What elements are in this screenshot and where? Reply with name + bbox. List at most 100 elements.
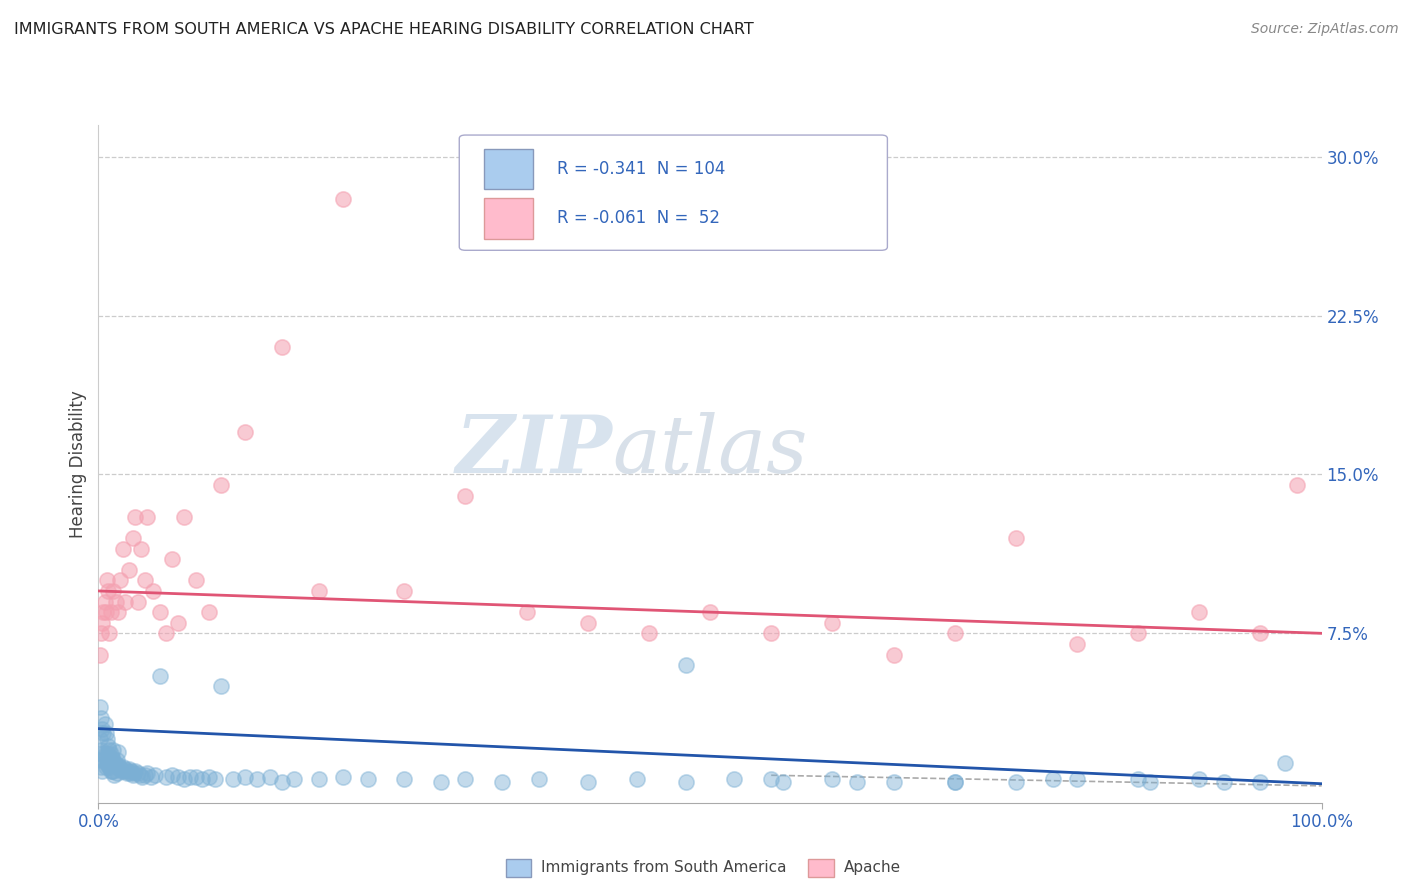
Point xyxy=(117,764,139,778)
Point xyxy=(94,760,117,774)
Point xyxy=(943,626,966,640)
Point xyxy=(93,594,115,608)
Point xyxy=(89,753,111,767)
Point xyxy=(270,340,294,354)
Point xyxy=(270,774,294,789)
Y-axis label: Hearing Disability: Hearing Disability xyxy=(69,390,87,538)
Point xyxy=(107,745,129,759)
Point xyxy=(149,669,172,683)
Point xyxy=(1128,772,1150,787)
Point xyxy=(121,768,143,782)
Point xyxy=(94,605,117,619)
Point xyxy=(100,605,122,619)
Point xyxy=(675,774,697,789)
Point xyxy=(332,192,354,206)
Point xyxy=(1004,531,1026,545)
Point xyxy=(1128,626,1150,640)
Point xyxy=(91,615,114,630)
Point xyxy=(98,743,121,757)
Point xyxy=(160,552,183,566)
Point xyxy=(943,774,966,789)
Point xyxy=(97,583,120,598)
Point xyxy=(124,509,146,524)
Point xyxy=(104,594,127,608)
Point xyxy=(186,770,208,785)
Point xyxy=(1139,774,1161,789)
Text: Source: ZipAtlas.com: Source: ZipAtlas.com xyxy=(1251,22,1399,37)
Point xyxy=(105,753,128,767)
Point xyxy=(204,772,226,787)
Point xyxy=(576,774,599,789)
Point xyxy=(186,574,208,588)
Point xyxy=(821,772,844,787)
Point xyxy=(93,747,115,761)
Point xyxy=(197,605,219,619)
Point xyxy=(209,478,232,492)
Point xyxy=(430,774,453,789)
FancyBboxPatch shape xyxy=(460,135,887,251)
Point xyxy=(107,605,129,619)
Point xyxy=(1042,772,1064,787)
Point xyxy=(173,772,195,787)
Point xyxy=(90,743,112,757)
Point xyxy=(821,615,844,630)
Point xyxy=(91,605,114,619)
Point xyxy=(105,766,128,780)
Point xyxy=(101,583,124,598)
Point xyxy=(308,772,330,787)
Point xyxy=(110,574,132,588)
Point xyxy=(104,757,127,772)
Point xyxy=(91,753,114,767)
Point xyxy=(89,700,111,714)
Point xyxy=(111,764,134,778)
Point xyxy=(115,766,138,780)
Point xyxy=(1004,774,1026,789)
Point xyxy=(98,760,121,774)
Point xyxy=(91,747,114,761)
Point xyxy=(392,772,416,787)
Point xyxy=(90,760,112,774)
Point xyxy=(94,726,117,740)
Point xyxy=(91,722,114,736)
Point xyxy=(943,774,966,789)
Point xyxy=(110,762,132,776)
Point xyxy=(112,764,135,778)
Point xyxy=(91,764,114,778)
Point xyxy=(89,648,111,662)
Point xyxy=(222,772,245,787)
Point xyxy=(136,766,159,780)
Point xyxy=(155,770,177,785)
Point xyxy=(114,594,136,608)
Point xyxy=(98,626,121,640)
Point xyxy=(96,756,118,770)
Point xyxy=(139,770,162,785)
Point xyxy=(167,615,190,630)
Point xyxy=(91,726,114,740)
Point xyxy=(89,732,111,747)
Point xyxy=(101,764,124,778)
Point xyxy=(96,732,118,747)
Point xyxy=(308,583,330,598)
FancyBboxPatch shape xyxy=(484,149,533,189)
Point xyxy=(1188,772,1211,787)
Point xyxy=(173,509,195,524)
Point xyxy=(142,583,165,598)
Point xyxy=(283,772,305,787)
Point xyxy=(356,772,378,787)
Point xyxy=(1249,774,1271,789)
Point xyxy=(103,756,125,770)
Point xyxy=(1066,637,1088,651)
Point xyxy=(209,679,232,693)
Point xyxy=(160,768,183,782)
Point xyxy=(491,774,513,789)
Point xyxy=(883,774,905,789)
Point xyxy=(155,626,177,640)
Text: ZIP: ZIP xyxy=(456,411,612,489)
Point xyxy=(129,541,152,556)
Point xyxy=(1249,626,1271,640)
Point xyxy=(1188,605,1211,619)
Point xyxy=(197,770,219,785)
Point xyxy=(108,760,131,774)
Point xyxy=(111,760,134,774)
Point xyxy=(699,605,721,619)
